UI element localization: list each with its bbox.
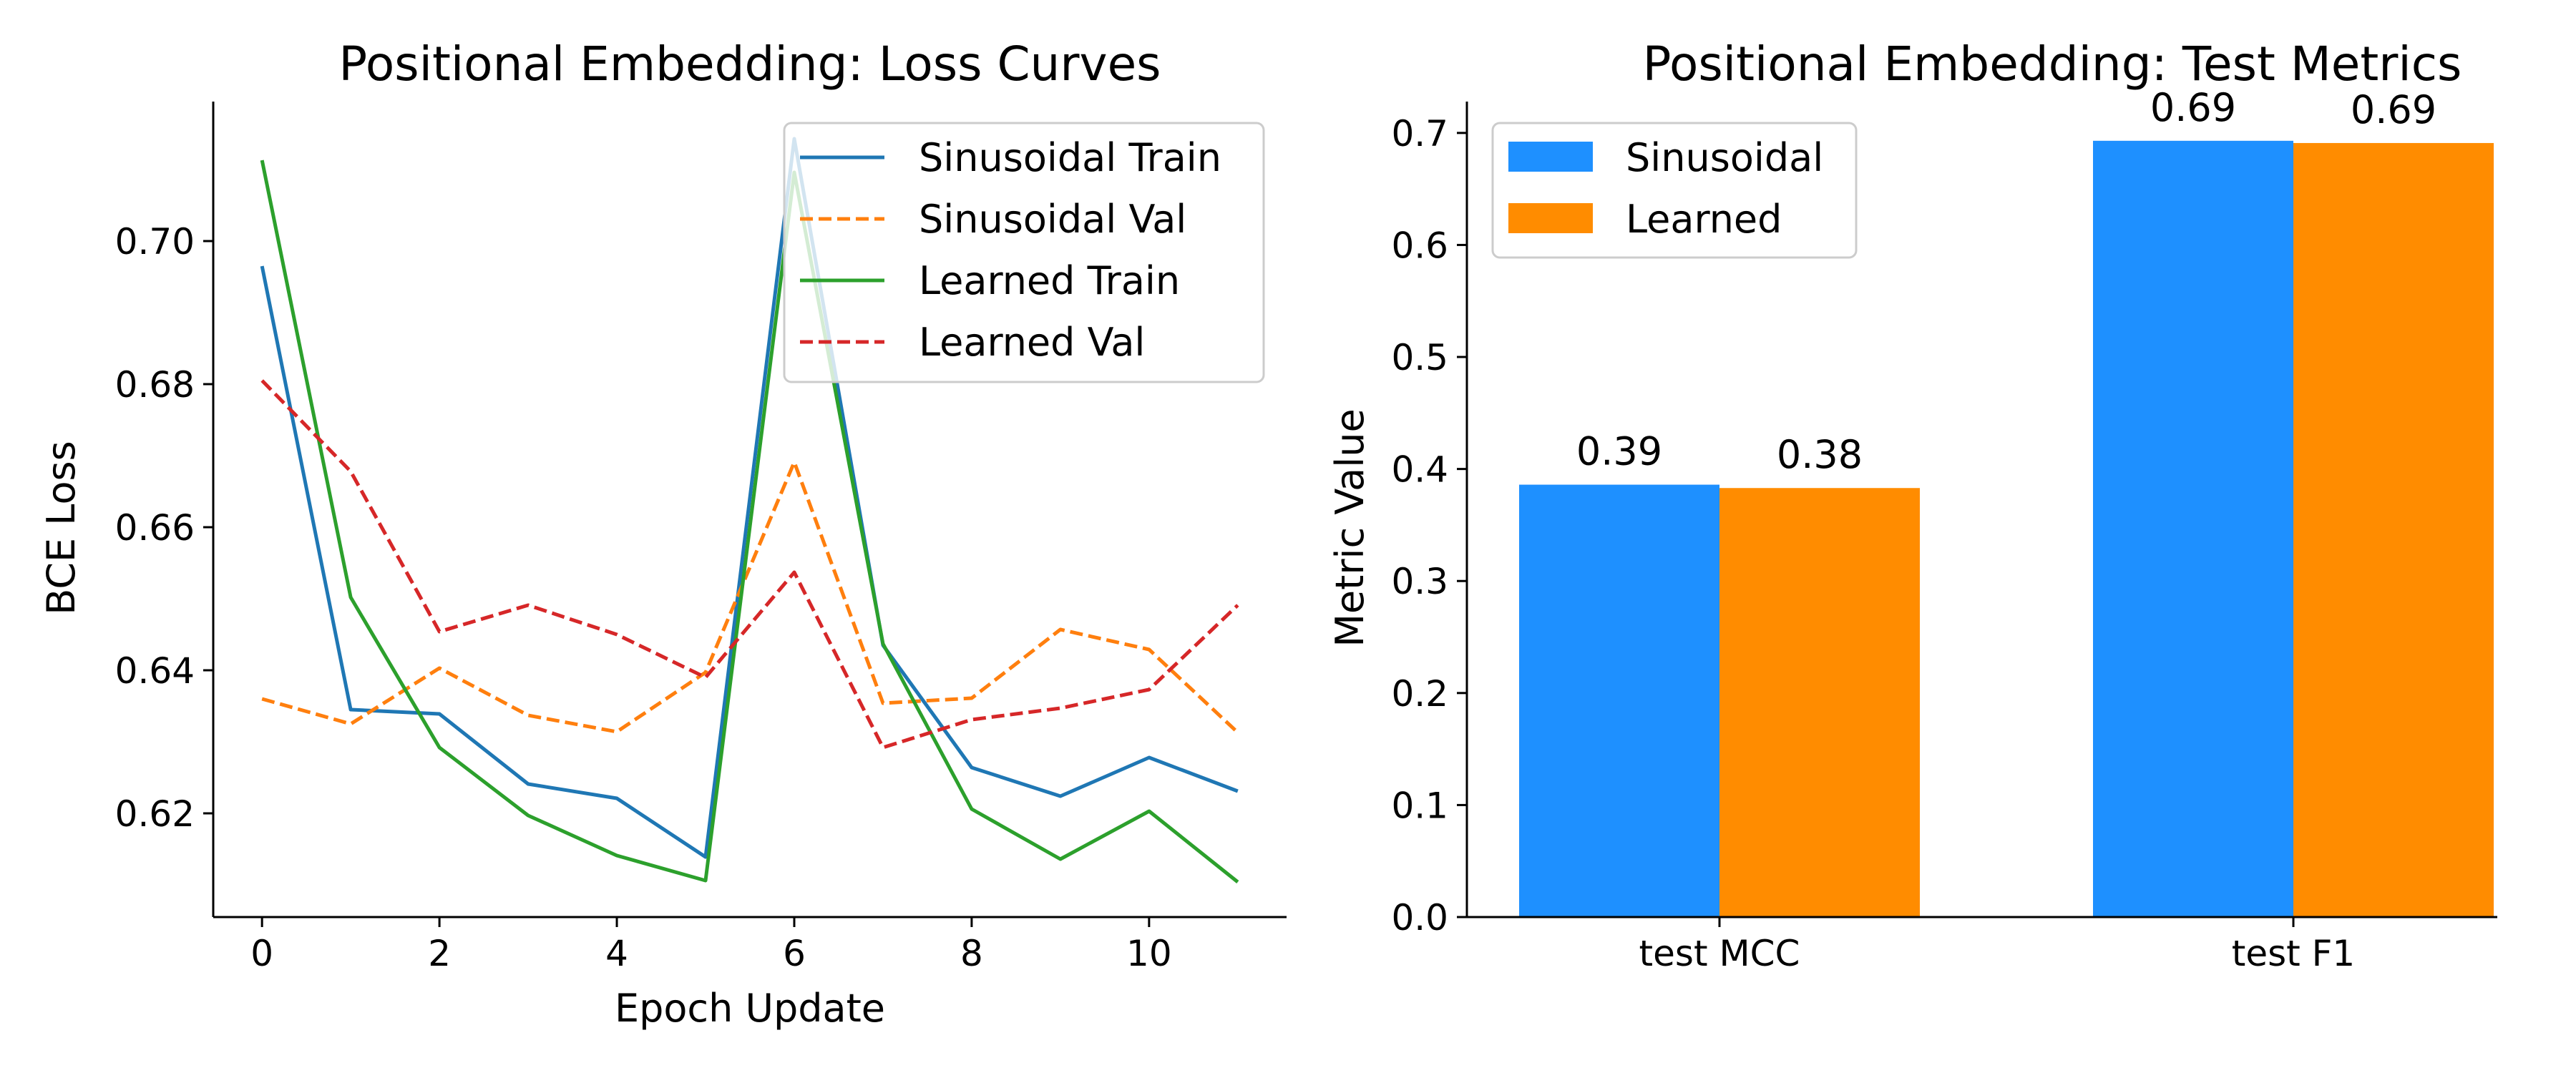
bar-value-label: 0.69 [2150, 85, 2236, 130]
loss-chart-legend: Sinusoidal Train Sinusoidal Val Learned Tr… [783, 122, 1265, 383]
y-tick-label: 0.1 [1391, 785, 1448, 826]
y-tick-label: 0.68 [115, 364, 195, 406]
metrics-chart-axes [1465, 102, 2497, 918]
x-tick-label: 4 [605, 933, 628, 974]
x-tick-label: 2 [428, 933, 451, 974]
series-line-sinusoidal-val [261, 460, 1239, 734]
y-tick-label: 0.66 [115, 507, 195, 549]
test-metrics-panel: Positional Embedding: Test Metrics Metri… [1327, 36, 2497, 974]
metrics-chart-ylabel: Metric Value [1327, 408, 1372, 647]
loss-chart-y-ticks: 0.62 0.64 0.66 0.68 0.70 [115, 221, 213, 835]
legend-label-learned-val: Learned Val [919, 320, 1145, 365]
bar-value-label: 0.39 [1576, 429, 1662, 474]
series-line-learned-val [260, 379, 1239, 750]
metrics-chart-x-ticks: test MCC test F1 [1639, 917, 2356, 974]
y-tick-label: 0.70 [115, 221, 195, 263]
bar-value-label: 0.69 [2351, 87, 2436, 132]
bar-value-label: 0.38 [1777, 432, 1863, 477]
category-label-test-f1: test F1 [2232, 933, 2356, 974]
bar-learned-test-mcc [1719, 488, 1920, 917]
loss-chart-axes [212, 102, 1287, 918]
loss-series-lines [260, 137, 1239, 883]
series-line-learned-train [260, 160, 1239, 883]
bar-sinusoidal-test-f1 [2093, 140, 2293, 917]
x-tick-label: 0 [250, 933, 273, 974]
legend-label-sinusoidal: Sinusoidal [1626, 135, 1823, 180]
loss-chart-title: Positional Embedding: Loss Curves [338, 36, 1161, 92]
bar-learned-test-f1 [2293, 142, 2494, 917]
x-tick-label: 10 [1126, 933, 1172, 974]
metrics-bars [1519, 140, 2494, 917]
loss-chart-xlabel: Epoch Update [615, 986, 885, 1031]
loss-chart-ylabel: BCE Loss [39, 441, 84, 615]
y-tick-label: 0.2 [1391, 673, 1448, 715]
loss-chart-x-ticks: 0 2 4 6 8 10 [250, 917, 1172, 974]
y-tick-label: 0.62 [115, 793, 195, 835]
y-tick-label: 0.4 [1391, 449, 1448, 491]
metrics-chart-title: Positional Embedding: Test Metrics [1643, 36, 2462, 92]
series-line-sinusoidal-train [260, 137, 1239, 859]
metrics-chart-y-ticks: 0.0 0.1 0.2 0.3 0.4 0.5 0.6 0.7 [1391, 113, 1467, 939]
loss-curves-panel: Positional Embedding: Loss Curves BCE Lo… [39, 36, 1287, 1031]
y-tick-label: 0.6 [1391, 225, 1448, 266]
y-tick-label: 0.64 [115, 650, 195, 692]
y-tick-label: 0.5 [1391, 337, 1448, 378]
legend-swatch-learned [1508, 203, 1593, 233]
metrics-bar-labels: 0.39 0.38 0.69 0.69 [1576, 85, 2436, 477]
legend-label-learned: Learned [1626, 197, 1782, 242]
y-tick-label: 0.3 [1391, 561, 1448, 602]
bar-sinusoidal-test-mcc [1519, 484, 1719, 917]
x-tick-label: 8 [960, 933, 983, 974]
legend-label-sinusoidal-train: Sinusoidal Train [919, 135, 1221, 180]
metrics-chart-legend: Sinusoidal Learned [1491, 122, 1858, 259]
x-tick-label: 6 [783, 933, 806, 974]
legend-label-learned-train: Learned Train [919, 258, 1180, 303]
category-label-test-mcc: test MCC [1639, 933, 1800, 974]
loss-legend-frame [783, 122, 1265, 383]
legend-swatch-sinusoidal [1508, 142, 1593, 172]
legend-label-sinusoidal-val: Sinusoidal Val [919, 197, 1186, 242]
y-tick-label: 0.7 [1391, 113, 1448, 155]
y-tick-label: 0.0 [1391, 897, 1448, 939]
